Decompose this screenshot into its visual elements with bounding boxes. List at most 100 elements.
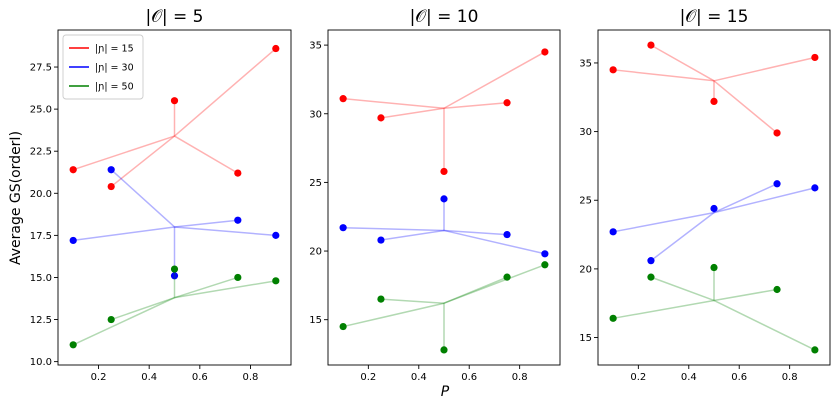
data-point-red <box>107 182 115 191</box>
data-point-red <box>170 97 179 105</box>
data-point-blue <box>710 204 718 213</box>
y-tick-label: 35 <box>579 58 592 69</box>
series-line-blue <box>443 229 546 255</box>
data-point-red <box>377 114 385 122</box>
y-tick-label: 15 <box>579 333 592 344</box>
series-line-blue <box>174 226 276 237</box>
data-point-green <box>811 346 819 354</box>
data-point-green <box>773 285 781 294</box>
data-point-green <box>69 341 77 349</box>
legend-entry-label: |ɲ| = 50 <box>95 82 134 93</box>
x-tick-label: 0.8 <box>512 372 528 383</box>
x-tick-label: 0.2 <box>360 372 376 383</box>
series-line-red <box>110 135 175 188</box>
series-line-red <box>713 56 816 82</box>
y-tick-label: 27.5 <box>30 63 52 74</box>
plot-frame <box>327 29 561 366</box>
y-tick-label: 30 <box>309 109 322 120</box>
x-tick-label: 0.4 <box>681 372 697 383</box>
data-point-red <box>710 97 718 105</box>
y-tick-label: 22.5 <box>30 147 52 158</box>
data-point-green <box>107 315 115 324</box>
data-point-blue <box>773 180 781 188</box>
data-point-green <box>339 322 347 331</box>
x-tick-label: 0.4 <box>411 372 427 383</box>
series-line-blue <box>380 229 445 241</box>
data-point-blue <box>339 224 347 232</box>
series-line-blue <box>73 226 175 242</box>
series-line-red <box>713 80 778 134</box>
y-tick-label: 30 <box>579 127 592 138</box>
y-tick-label: 35 <box>309 41 322 52</box>
y-tick-label: 20.0 <box>30 189 52 200</box>
y-tick-label: 15 <box>309 315 322 326</box>
panel-title: |𝒪| = 5 <box>145 7 203 27</box>
panel-title: |𝒪| = 10 <box>410 7 479 27</box>
data-point-blue <box>272 231 280 239</box>
data-point-blue <box>107 166 115 174</box>
series-line-red <box>650 44 715 82</box>
legend-entry-label: |ɲ| = 15 <box>95 44 134 55</box>
data-point-blue <box>811 184 819 192</box>
panel-title: |𝒪| = 15 <box>680 7 749 27</box>
data-point-green <box>710 263 718 272</box>
data-point-green <box>272 277 280 285</box>
data-point-red <box>503 99 511 107</box>
y-tick-label: 25 <box>309 178 322 189</box>
y-tick-label: 25 <box>579 196 592 207</box>
data-point-green <box>609 314 617 322</box>
series-line-blue <box>713 187 816 214</box>
x-tick-label: 0.6 <box>461 372 477 383</box>
data-point-green <box>647 273 655 281</box>
panel-1: |𝒪| = 5 0.2 0.4 0.6 0.8 10.0 12.5 15.0 17.5 20.0 2… <box>30 7 292 383</box>
x-tick-label: 0.6 <box>731 372 747 383</box>
data-point-blue <box>69 236 77 245</box>
series-line-blue <box>443 229 508 236</box>
y-tick-label: 20 <box>579 264 592 275</box>
series-line-blue <box>343 226 445 232</box>
y-tick-label: 15.0 <box>30 273 52 284</box>
data-point-red <box>609 66 617 74</box>
legend: |ɲ| = 15 |ɲ| = 30 |ɲ| = 50 <box>62 34 144 100</box>
series-line-green <box>380 298 445 304</box>
series-line-blue <box>612 211 715 233</box>
data-point-green <box>440 346 448 354</box>
series-line-red <box>443 102 508 110</box>
data-point-blue <box>377 236 385 244</box>
data-point-green <box>377 295 385 303</box>
x-tick-label: 0.2 <box>630 372 646 383</box>
plot-frame <box>57 29 292 366</box>
x-tick-label: 0.6 <box>192 372 208 383</box>
series-line-green <box>713 299 816 351</box>
data-point-red <box>339 95 347 103</box>
data-point-red <box>69 166 77 174</box>
panel-2: |𝒪| = 10 0.2 0.4 0.6 0.8 15 20 25 30 35 <box>309 7 561 383</box>
data-point-blue <box>234 216 242 224</box>
series-line-green <box>174 276 239 299</box>
x-tick-label: 0.2 <box>91 372 107 383</box>
y-tick-label: 20 <box>309 247 322 258</box>
data-point-red <box>647 41 655 49</box>
series-line-red <box>343 97 445 110</box>
data-point-green <box>503 273 511 281</box>
series-line-green <box>72 296 175 346</box>
data-point-blue <box>647 257 655 265</box>
data-point-red <box>272 44 280 53</box>
series-line-blue <box>713 183 778 214</box>
series-line-red <box>174 47 277 137</box>
series-line-red <box>72 135 175 171</box>
data-point-blue <box>541 250 549 258</box>
series-line-blue <box>650 212 715 262</box>
series-line-green <box>110 296 175 321</box>
legend-box <box>62 34 144 100</box>
series-line-green <box>443 276 508 304</box>
series-line-green <box>342 302 445 328</box>
panel-3: |𝒪| = 15 0.2 0.4 0.6 0.8 15 20 25 30 35 <box>579 7 831 383</box>
y-axis-label: Average GS(orderI) <box>8 131 24 265</box>
x-tick-label: 0.8 <box>782 372 798 383</box>
x-tick-label: 0.4 <box>141 372 157 383</box>
series-line-green <box>713 288 778 302</box>
data-point-blue <box>503 230 511 239</box>
y-tick-label: 12.5 <box>30 315 52 326</box>
